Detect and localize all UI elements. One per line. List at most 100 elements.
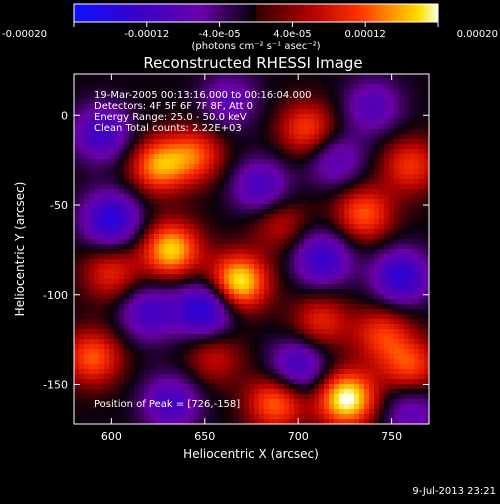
heatmap-cell — [329, 314, 335, 320]
heatmap-cell — [134, 279, 140, 285]
heatmap-cell — [74, 304, 80, 310]
heatmap-cell — [309, 414, 315, 420]
heatmap-cell — [254, 379, 260, 385]
heatmap-cell — [109, 294, 115, 300]
heatmap-cell — [179, 369, 185, 375]
heatmap-cell — [219, 164, 225, 170]
heatmap-cell — [319, 269, 325, 275]
heatmap-cell — [119, 259, 125, 265]
heatmap-cell — [164, 299, 170, 305]
heatmap-cell — [134, 384, 140, 390]
heatmap-cell — [244, 229, 250, 235]
heatmap-cell — [204, 174, 210, 180]
heatmap-cell — [359, 129, 365, 135]
heatmap-cell — [199, 254, 205, 260]
heatmap-cell — [114, 79, 120, 85]
heatmap-cell — [204, 299, 210, 305]
heatmap-cell — [114, 329, 120, 335]
heatmap-cell — [414, 79, 420, 85]
heatmap-cell — [379, 184, 385, 190]
heatmap-cell — [284, 179, 290, 185]
heatmap-cell — [364, 339, 370, 345]
heatmap-cell — [149, 209, 155, 215]
heatmap-cell — [129, 209, 135, 215]
heatmap-cell — [129, 329, 135, 335]
heatmap-cell — [189, 264, 195, 270]
heatmap-cell — [189, 369, 195, 375]
heatmap-cell — [254, 264, 260, 270]
heatmap-cell — [404, 364, 410, 370]
heatmap-cell — [139, 294, 145, 300]
heatmap-cell — [144, 179, 150, 185]
heatmap-cell — [244, 254, 250, 260]
heatmap-cell — [374, 209, 380, 215]
heatmap-cell — [294, 414, 300, 420]
heatmap-cell — [369, 329, 375, 335]
heatmap-cell — [274, 214, 280, 220]
heatmap-cell — [174, 314, 180, 320]
heatmap-cell — [129, 254, 135, 260]
heatmap-cell — [104, 229, 110, 235]
heatmap-cell — [179, 214, 185, 220]
heatmap-cell — [304, 394, 310, 400]
heatmap-cell — [399, 199, 405, 205]
heatmap-cell — [109, 329, 115, 335]
heatmap-cell — [84, 389, 90, 395]
heatmap-cell — [314, 274, 320, 280]
heatmap-cell — [259, 374, 265, 380]
heatmap-cell — [354, 99, 360, 105]
heatmap-cell — [379, 139, 385, 145]
heatmap-cell — [169, 374, 175, 380]
heatmap-cell — [289, 134, 295, 140]
heatmap-cell — [239, 314, 245, 320]
heatmap-cell — [124, 299, 130, 305]
heatmap-cell — [339, 294, 345, 300]
heatmap-cell — [149, 334, 155, 340]
heatmap-cell — [379, 349, 385, 355]
heatmap-cell — [274, 199, 280, 205]
heatmap-cell — [349, 244, 355, 250]
heatmap-cell — [329, 339, 335, 345]
heatmap-cell — [229, 224, 235, 230]
heatmap-cell — [244, 199, 250, 205]
heatmap-cell — [414, 364, 420, 370]
heatmap-cell — [299, 269, 305, 275]
heatmap-cell — [379, 279, 385, 285]
heatmap-cell — [79, 339, 85, 345]
heatmap-cell — [359, 89, 365, 95]
heatmap-cell — [304, 404, 310, 410]
heatmap-cell — [389, 114, 395, 120]
heatmap-cell — [374, 274, 380, 280]
heatmap-cell — [79, 349, 85, 355]
heatmap-cell — [164, 364, 170, 370]
heatmap-cell — [114, 359, 120, 365]
heatmap-cell — [269, 264, 275, 270]
heatmap-cell — [109, 174, 115, 180]
heatmap-cell — [139, 374, 145, 380]
heatmap-cell — [164, 149, 170, 155]
heatmap-cell — [354, 219, 360, 225]
heatmap-cell — [384, 389, 390, 395]
heatmap-cell — [419, 259, 425, 265]
heatmap-cell — [409, 79, 415, 85]
heatmap-cell — [364, 364, 370, 370]
heatmap-cell — [239, 189, 245, 195]
heatmap-cell — [214, 344, 220, 350]
heatmap-cell — [394, 259, 400, 265]
heatmap-cell — [224, 334, 230, 340]
heatmap-cell — [154, 179, 160, 185]
heatmap-cell — [319, 344, 325, 350]
heatmap-cell — [239, 139, 245, 145]
heatmap-cell — [329, 344, 335, 350]
heatmap-cell — [419, 364, 425, 370]
heatmap-cell — [304, 84, 310, 90]
heatmap-cell — [79, 109, 85, 115]
heatmap-cell — [269, 139, 275, 145]
heatmap-cell — [239, 264, 245, 270]
heatmap-cell — [189, 269, 195, 275]
heatmap-cell — [379, 259, 385, 265]
heatmap-cell — [224, 294, 230, 300]
heatmap-cell — [189, 314, 195, 320]
heatmap-cell — [154, 299, 160, 305]
heatmap-cell — [354, 359, 360, 365]
